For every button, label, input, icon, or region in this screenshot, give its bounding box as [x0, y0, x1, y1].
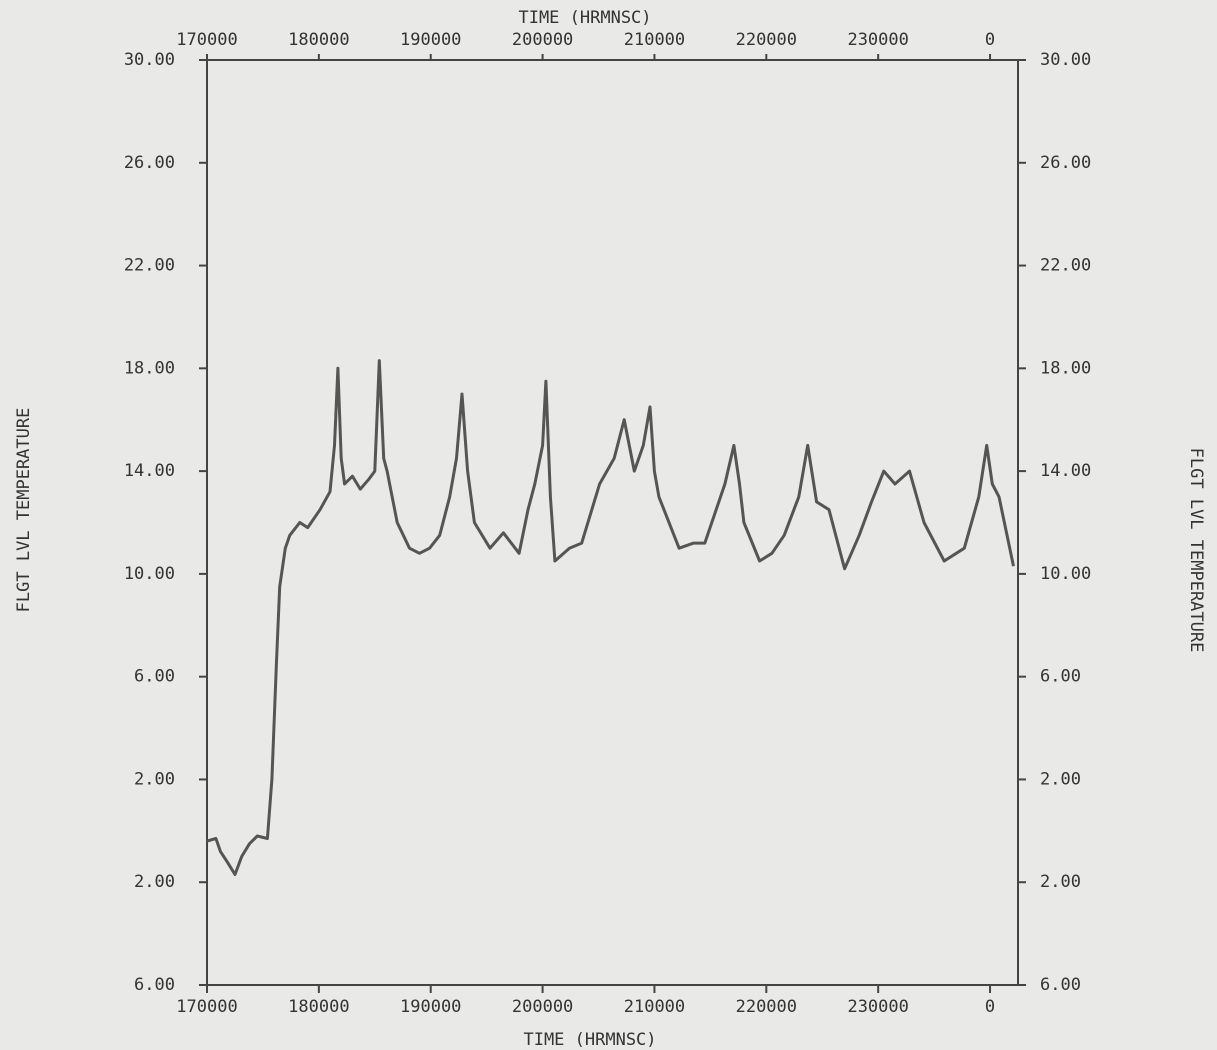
x-tick-label-top: 190000 [400, 30, 461, 50]
y-tick-label: 2.00 [134, 872, 175, 892]
y-tick-label-right: 2.00 [1040, 769, 1081, 789]
x-tick-label: 0 [985, 997, 995, 1017]
y-tick-label-right: 18.00 [1040, 358, 1091, 378]
y-tick-label-right: 26.00 [1040, 153, 1091, 173]
y-tick-label-right: 30.00 [1040, 50, 1091, 70]
x-tick-label-top: 0 [985, 30, 995, 50]
y-axis-title-right: FLGT LVL TEMPERATURE [1186, 448, 1206, 653]
y-tick-label-right: 6.00 [1040, 975, 1081, 995]
y-tick-label: 30.00 [124, 50, 175, 70]
x-axis-title-top: TIME (HRMNSC) [518, 8, 651, 28]
y-tick-label-right: 6.00 [1040, 667, 1081, 687]
data-line [206, 359, 1015, 876]
y-tick-label: 6.00 [134, 667, 175, 687]
x-tick-label: 190000 [400, 997, 461, 1017]
x-tick-label: 210000 [624, 997, 685, 1017]
x-tick-label-top: 210000 [624, 30, 685, 50]
y-tick-label-right: 14.00 [1040, 461, 1091, 481]
x-tick-label: 180000 [288, 997, 349, 1017]
y-tick-label: 26.00 [124, 153, 175, 173]
x-tick-label: 170000 [176, 997, 237, 1017]
x-tick-label-top: 200000 [512, 30, 573, 50]
y-tick-label: 10.00 [124, 564, 175, 584]
y-tick-label-right: 22.00 [1040, 256, 1091, 276]
y-tick-label-right: 2.00 [1040, 872, 1081, 892]
y-tick-label-right: 10.00 [1040, 564, 1091, 584]
y-tick-label: 2.00 [134, 769, 175, 789]
x-tick-label-top: 230000 [847, 30, 908, 50]
y-tick-label: 6.00 [134, 975, 175, 995]
plot-frame [206, 59, 1019, 986]
y-tick-label: 22.00 [124, 256, 175, 276]
y-tick-label: 14.00 [124, 461, 175, 481]
x-tick-label: 230000 [847, 997, 908, 1017]
x-tick-label: 200000 [512, 997, 573, 1017]
x-tick-label: 220000 [736, 997, 797, 1017]
y-tick-label: 18.00 [124, 358, 175, 378]
x-tick-label-top: 180000 [288, 30, 349, 50]
y-axis-title: FLGT LVL TEMPERATURE [14, 408, 34, 613]
x-tick-label-top: 220000 [736, 30, 797, 50]
x-tick-label-top: 170000 [176, 30, 237, 50]
x-axis-title: TIME (HRMNSC) [523, 1030, 656, 1050]
